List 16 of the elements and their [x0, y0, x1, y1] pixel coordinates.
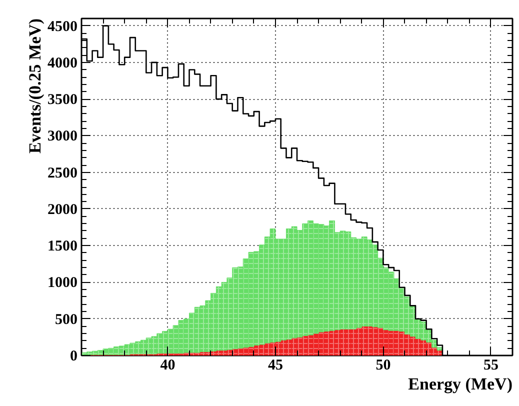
x-tick-label: 40 [160, 358, 176, 374]
y-tick-label: 2000 [48, 202, 78, 218]
y-tick-label: 0 [70, 348, 78, 364]
x-axis-title: Energy (MeV) [408, 374, 513, 394]
y-tick-label: 500 [55, 312, 78, 328]
y-tick-label: 1000 [48, 275, 78, 292]
x-tick-label: 45 [268, 358, 283, 374]
x-tick-label: 50 [376, 358, 391, 374]
x-tick-label: 55 [483, 358, 498, 374]
y-tick-label: 3500 [48, 92, 78, 108]
y-tick-label: 1500 [48, 238, 78, 255]
y-tick-label: 2500 [48, 165, 78, 182]
y-tick-label: 4500 [48, 18, 78, 35]
y-axis-title: Events/(0.25 MeV) [26, 18, 44, 154]
y-tick-label: 4000 [48, 55, 78, 72]
y-tick-label: 3000 [48, 128, 78, 145]
